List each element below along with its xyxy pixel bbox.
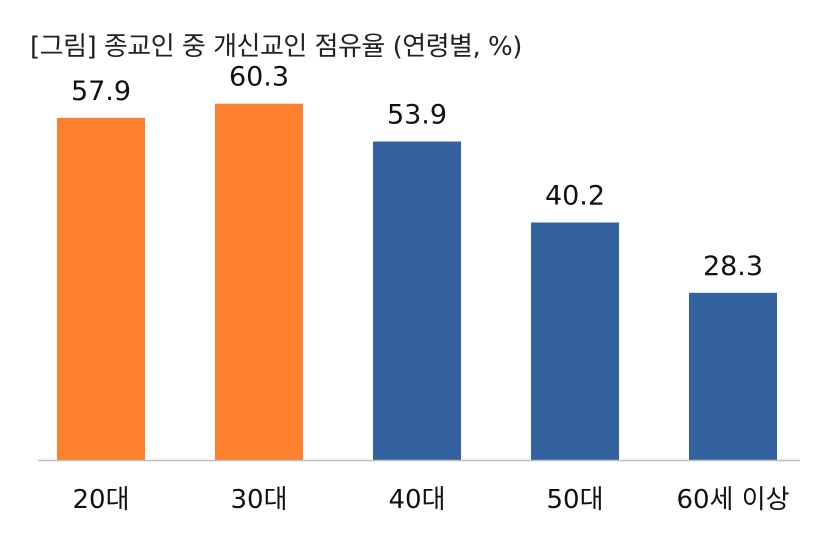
category-label-4: 50대: [546, 485, 603, 515]
bar-1: [57, 117, 145, 461]
data-label-3: 53.9: [387, 100, 447, 131]
category-label-2: 30대: [230, 485, 287, 515]
category-label-5: 60세 이상: [676, 485, 789, 515]
bar-2: [215, 103, 303, 460]
bar-4: [531, 222, 619, 460]
category-label-1: 20대: [72, 485, 129, 515]
data-label-1: 57.9: [71, 76, 131, 107]
bar-3: [373, 141, 461, 460]
bar-5: [689, 292, 777, 460]
data-label-2: 60.3: [229, 62, 289, 93]
category-label-3: 40대: [388, 485, 445, 515]
data-label-4: 40.2: [545, 181, 605, 212]
data-label-5: 28.3: [703, 251, 763, 282]
chart-title: [그림] 종교인 중 개신교인 점유율 (연령별, %): [30, 32, 522, 62]
